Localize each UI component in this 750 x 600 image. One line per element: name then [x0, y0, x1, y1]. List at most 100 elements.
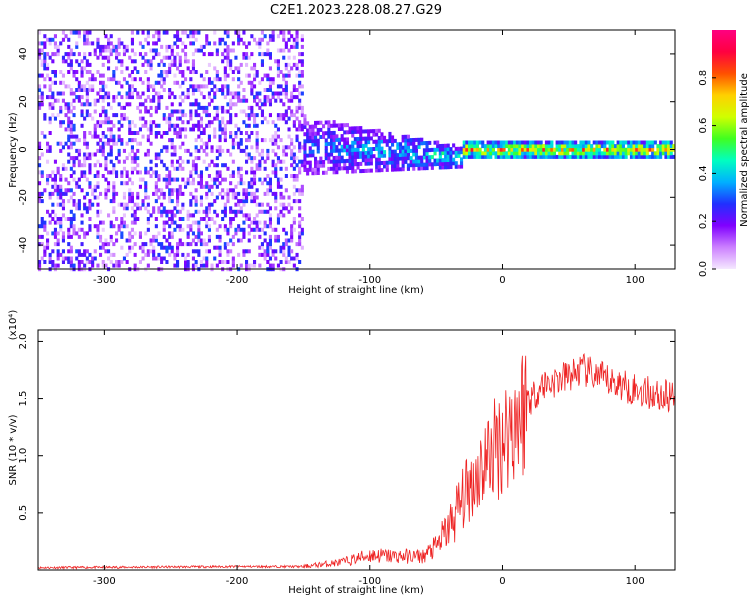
spectrogram-cell	[332, 148, 336, 153]
spectrogram-cell	[199, 116, 203, 121]
spectrogram-cell	[173, 95, 177, 100]
spectrogram-cell	[266, 156, 270, 161]
spectrogram-cell	[436, 158, 440, 163]
spectrogram-cell	[268, 184, 272, 189]
spectrogram-cell	[544, 151, 548, 156]
spectrogram-cell	[391, 160, 395, 165]
spectrogram-cell	[133, 209, 137, 214]
spectrogram-cell	[189, 202, 193, 207]
spectrogram-cell	[247, 113, 251, 118]
spectrogram-cell	[149, 59, 153, 64]
spectrogram-cell	[295, 242, 299, 247]
spectrogram-cell	[436, 147, 440, 152]
snr-ytick-label: 0.5	[18, 505, 29, 521]
spectrogram-cell	[268, 98, 272, 103]
spectrogram-cell	[128, 91, 132, 96]
spectrogram-cell	[85, 206, 89, 211]
spectrogram-cell	[239, 148, 243, 153]
spectrogram-cell	[149, 48, 153, 53]
spectrogram-cell	[640, 140, 644, 145]
spectrogram-cell	[327, 127, 331, 132]
spectrogram-cell	[117, 224, 121, 229]
spectrogram-cell	[173, 263, 177, 268]
spectrogram-cell	[162, 191, 166, 196]
spectrogram-cell	[351, 158, 355, 163]
spectrogram-cell	[433, 158, 437, 163]
spec-xtick-label: -200	[226, 275, 249, 286]
spectrogram-cell	[266, 202, 270, 207]
spectrogram-cell	[130, 195, 134, 200]
spectrogram-cell	[242, 199, 246, 204]
spectrogram-cell	[122, 220, 126, 225]
spectrogram-cell	[420, 166, 424, 171]
spectrogram-cell	[231, 191, 235, 196]
snr-ytick-label: 1.5	[18, 391, 29, 407]
spectrogram-cell	[199, 48, 203, 53]
spectrogram-cell	[308, 153, 312, 158]
spectrogram-cell	[165, 177, 169, 182]
spectrogram-cell	[72, 263, 76, 268]
spectrogram-cell	[454, 146, 458, 151]
spectrogram-cell	[226, 84, 230, 89]
spectrogram-cell	[157, 231, 161, 236]
spectrogram-cell	[197, 88, 201, 92]
spectrogram-cell	[40, 170, 44, 175]
spectrogram-cell	[191, 249, 195, 254]
spectrogram-cell	[88, 202, 92, 207]
spectrogram-cell	[191, 62, 195, 67]
spectrogram-cell	[77, 249, 81, 254]
spectrogram-cell	[104, 116, 108, 121]
spectrogram-cell	[184, 59, 188, 64]
spectrogram-cell	[274, 249, 278, 254]
spectrogram-cell	[160, 191, 164, 196]
spectrogram-cell	[643, 144, 647, 149]
spectrogram-cell	[93, 224, 97, 229]
spectrogram-cell	[380, 146, 384, 151]
spectrogram-cell	[75, 44, 79, 49]
spectrogram-cell	[160, 148, 164, 153]
spectrogram-cell	[51, 102, 55, 107]
spectrogram-cell	[539, 154, 543, 159]
spectrogram-cell	[101, 174, 105, 178]
spectrogram-cell	[454, 154, 458, 158]
spectrogram-cell	[250, 131, 254, 135]
spectrogram-cell	[133, 131, 137, 135]
spectrogram-cell	[101, 84, 105, 89]
spectrogram-cell	[268, 84, 272, 89]
spectrogram-cell	[237, 95, 241, 100]
spectrogram-cell	[202, 52, 206, 57]
spectrogram-cell	[253, 84, 257, 89]
spectrogram-cell	[229, 98, 233, 103]
spectrogram-cell	[213, 134, 217, 139]
spectrogram-cell	[85, 37, 89, 42]
spectrogram-cell	[130, 59, 134, 64]
spectrogram-cell	[282, 113, 286, 118]
spectrogram-cell	[242, 120, 246, 125]
spectrogram-cell	[393, 167, 397, 172]
spectrogram-cell	[128, 191, 132, 196]
spectrogram-cell	[391, 153, 395, 158]
spectrogram-cell	[101, 95, 105, 100]
spectrogram-cell	[38, 263, 42, 268]
spectrogram-cell	[112, 263, 116, 268]
spectrogram-cell	[88, 227, 92, 232]
spectrogram-cell	[152, 252, 156, 257]
spectrogram-cell	[154, 131, 158, 135]
spectrogram-cell	[120, 217, 124, 221]
spectrogram-cell	[417, 155, 421, 160]
spectrogram-cell	[404, 134, 408, 139]
spectrogram-cell	[276, 184, 280, 189]
spectrogram-cell	[99, 113, 103, 118]
spectrogram-cell	[205, 145, 209, 150]
spectrogram-cell	[194, 170, 198, 175]
spectrogram-cell	[345, 137, 349, 142]
spectrogram-cell	[101, 242, 105, 247]
spectrogram-cell	[316, 131, 320, 136]
spectrogram-cell	[146, 34, 150, 39]
spectrogram-cell	[120, 59, 124, 64]
spectrogram-cell	[178, 166, 182, 171]
spectrogram-cell	[144, 170, 148, 175]
spectrogram-cell	[176, 37, 180, 42]
spectrogram-cell	[72, 105, 76, 110]
